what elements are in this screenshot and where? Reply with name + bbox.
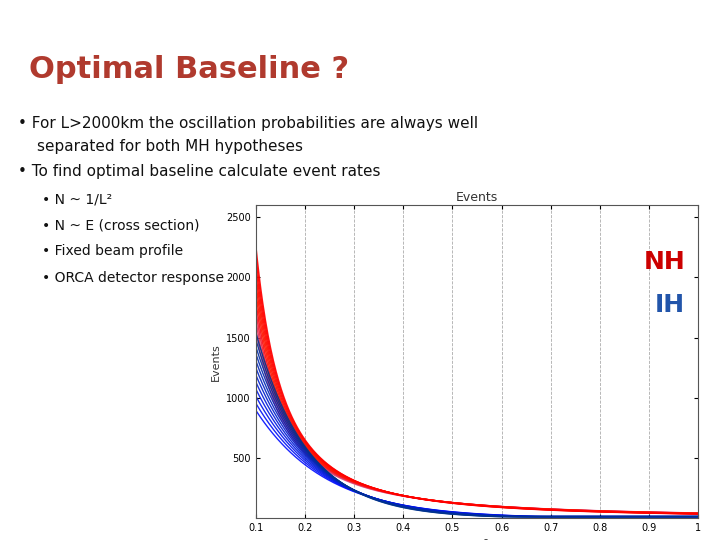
Text: separated for both MH hypotheses: separated for both MH hypotheses [37,139,302,154]
Text: NH: NH [644,249,685,274]
Text: • To find optimal baseline calculate event rates: • To find optimal baseline calculate eve… [17,164,380,179]
X-axis label: cosθ: cosθ [464,539,490,540]
Text: IH: IH [655,293,685,318]
Text: • Fixed beam profile: • Fixed beam profile [42,244,184,258]
Text: Optimal Baseline ?: Optimal Baseline ? [29,55,349,84]
Title: Events: Events [456,191,498,204]
Text: • ORCA detector response: • ORCA detector response [42,271,225,285]
Text: • For L>2000km the oscillation probabilities are always well: • For L>2000km the oscillation probabili… [17,117,478,131]
Text: • N ~ E (cross section): • N ~ E (cross section) [42,218,200,232]
Text: • N ~ 1/L²: • N ~ 1/L² [42,193,112,207]
Y-axis label: Events: Events [210,343,220,381]
